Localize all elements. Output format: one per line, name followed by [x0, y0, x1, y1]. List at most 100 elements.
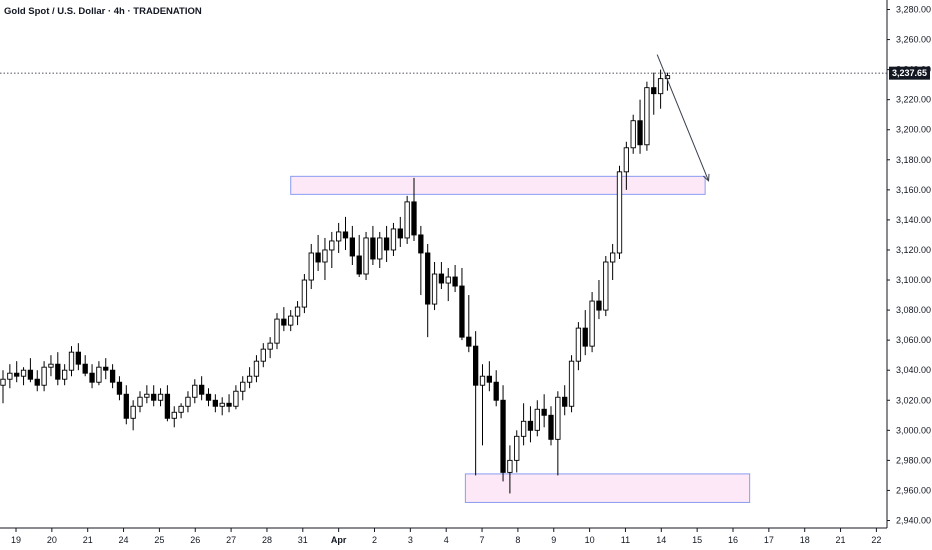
candle-body-down	[198, 384, 205, 395]
candle	[123, 385, 129, 425]
candle-body-up	[644, 87, 650, 146]
candle-body-down	[164, 393, 171, 419]
y-tick-label: 3,000.00	[896, 425, 931, 435]
candle	[623, 141, 630, 190]
candle	[459, 268, 465, 341]
last-price-tag-bg	[889, 66, 930, 80]
candle-body-down	[89, 372, 95, 383]
candle	[342, 216, 349, 250]
y-tick-label: 3,160.00	[896, 185, 931, 195]
candle	[62, 364, 68, 386]
candle	[500, 385, 506, 482]
candle-body-up	[7, 372, 13, 380]
candle-body-up	[96, 366, 102, 383]
x-tick-label: 28	[262, 535, 272, 545]
projection-arrow-head	[703, 173, 710, 182]
candle-body-up	[20, 369, 27, 377]
candle	[253, 355, 260, 383]
x-tick-label: 22	[871, 535, 881, 545]
y-tick-label: 2,960.00	[896, 485, 931, 495]
candle-body-up	[0, 378, 6, 386]
candle	[75, 343, 82, 371]
candle-body-down	[425, 252, 431, 305]
candle	[329, 231, 335, 269]
zone-1	[290, 175, 706, 195]
candle-body-down	[14, 372, 20, 377]
candle	[520, 403, 527, 446]
candle-body-up	[520, 420, 527, 437]
zones-layer	[290, 175, 751, 503]
last-price-tag: 3,237.65	[889, 66, 930, 80]
zone-2	[464, 473, 751, 503]
candle-body-up	[322, 249, 328, 263]
candle	[514, 430, 520, 473]
candle-body-down	[397, 228, 403, 239]
candle	[301, 274, 308, 314]
candle	[425, 243, 431, 338]
candle	[411, 177, 417, 241]
candle	[130, 400, 136, 431]
y-tick-label: 3,040.00	[896, 365, 931, 375]
candle-body-down	[562, 396, 568, 407]
candle-body-up	[336, 231, 342, 242]
candle-body-up	[616, 171, 623, 254]
candle-body-down	[342, 231, 349, 239]
y-tick-label: 3,180.00	[896, 155, 931, 165]
x-tick-label: 9	[551, 535, 556, 545]
x-tick-label: 27	[226, 535, 236, 545]
candle-body-up	[514, 435, 520, 461]
candle	[555, 391, 561, 476]
candle-body-down	[212, 399, 218, 407]
candle-body-up	[329, 240, 335, 251]
candle	[582, 310, 588, 356]
candle	[452, 265, 458, 293]
candle	[527, 406, 534, 443]
x-tick-label: 16	[728, 535, 738, 545]
y-tick-label: 3,260.00	[896, 35, 931, 45]
candle-body-down	[418, 234, 424, 254]
y-tick-label: 3,080.00	[896, 305, 931, 315]
candle-body-down	[205, 393, 212, 401]
candle	[260, 343, 266, 368]
candle	[534, 400, 540, 437]
x-axis[interactable]: 19 20 21 24 25 26 27 28 31 Apr 2 3 4 7 8 9 10 11 14 15 16 17 1…	[11, 528, 881, 545]
candle-body-up	[534, 408, 540, 431]
candle-body-down	[500, 399, 506, 473]
candle-body-down	[527, 420, 534, 431]
x-tick-label: 21	[83, 535, 93, 545]
candle-body-down	[349, 237, 355, 257]
candle-body-up	[301, 279, 308, 308]
candle	[144, 385, 150, 404]
candle	[171, 406, 177, 428]
candle-body-up	[555, 396, 561, 440]
x-tick-label: 11	[621, 535, 630, 545]
candle	[89, 364, 95, 389]
x-tick-label: 8	[515, 535, 520, 545]
candle-body-down	[356, 255, 362, 275]
candle-body-down	[548, 414, 554, 440]
candle-body-down	[82, 363, 88, 374]
x-tick-label: 7	[480, 535, 485, 545]
y-tick-label: 3,140.00	[896, 215, 931, 225]
chart-title: Gold Spot / U.S. Dollar · 4h · TRADENATI…	[4, 6, 202, 17]
candle-body-up	[507, 459, 513, 473]
candle	[14, 361, 20, 383]
y-tick-label: 3,100.00	[896, 275, 931, 285]
projection-arrow-line	[656, 54, 710, 182]
candle	[322, 237, 328, 281]
x-tick-label: 14	[656, 535, 666, 545]
candle-body-up	[575, 327, 582, 362]
candle-body-down	[55, 363, 61, 380]
candle-body-up	[274, 318, 280, 344]
candle-body-up	[568, 360, 575, 407]
candle-body-down	[651, 87, 657, 95]
candle-body-down	[315, 252, 321, 263]
y-axis[interactable]: 2,940.00 2,960.00 2,980.00 3,000.00 3,020.00…	[887, 5, 931, 526]
x-tick-label: 3	[408, 535, 413, 545]
candle	[603, 255, 609, 317]
candle-body-down	[459, 285, 465, 338]
candle	[383, 225, 390, 262]
candle	[246, 367, 253, 389]
candle	[267, 337, 273, 359]
